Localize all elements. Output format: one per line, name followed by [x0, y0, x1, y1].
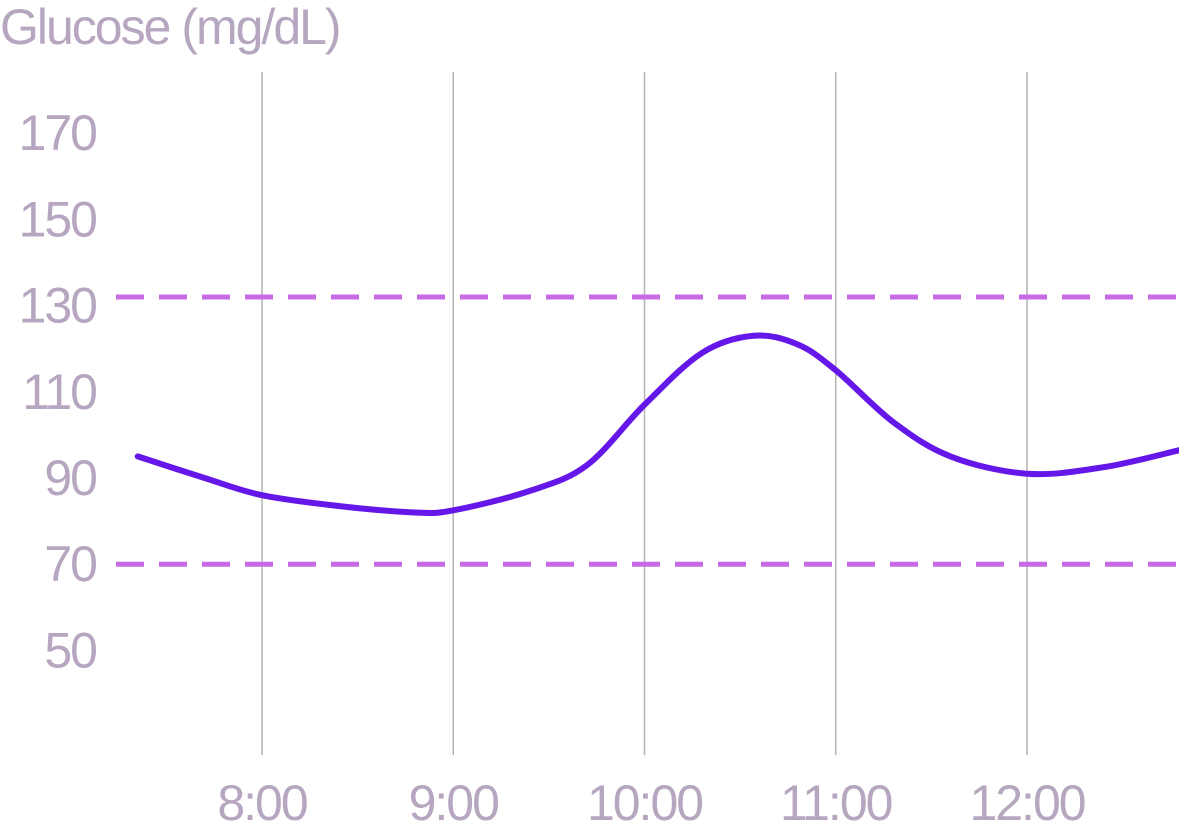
x-tick-800: 8:00	[217, 775, 307, 825]
x-tick-1100: 11:00	[780, 775, 892, 825]
glucose-series	[134, 332, 1179, 517]
y-tick-90: 90	[44, 450, 96, 506]
vertical-gridlines	[261, 72, 1028, 755]
y-tick-70: 70	[44, 536, 96, 592]
y-tick-170: 170	[19, 105, 97, 161]
x-tick-900: 9:00	[409, 775, 499, 825]
y-axis-title: Glucose (mg/dL)	[0, 0, 340, 55]
glucose-line	[134, 332, 1179, 517]
y-tick-130: 130	[19, 278, 97, 334]
y-tick-110: 110	[22, 364, 96, 420]
y-tick-150: 150	[19, 191, 97, 247]
target-range-lines	[116, 294, 1179, 567]
x-tick-1000: 10:00	[587, 775, 702, 825]
y-axis-ticks: 50 70 90 110 130 150 170	[19, 105, 99, 678]
x-axis-ticks: 8:00 9:00 10:00 11:00 12:00	[217, 775, 1086, 825]
x-tick-1200: 12:00	[969, 775, 1084, 825]
y-tick-50: 50	[44, 622, 96, 678]
